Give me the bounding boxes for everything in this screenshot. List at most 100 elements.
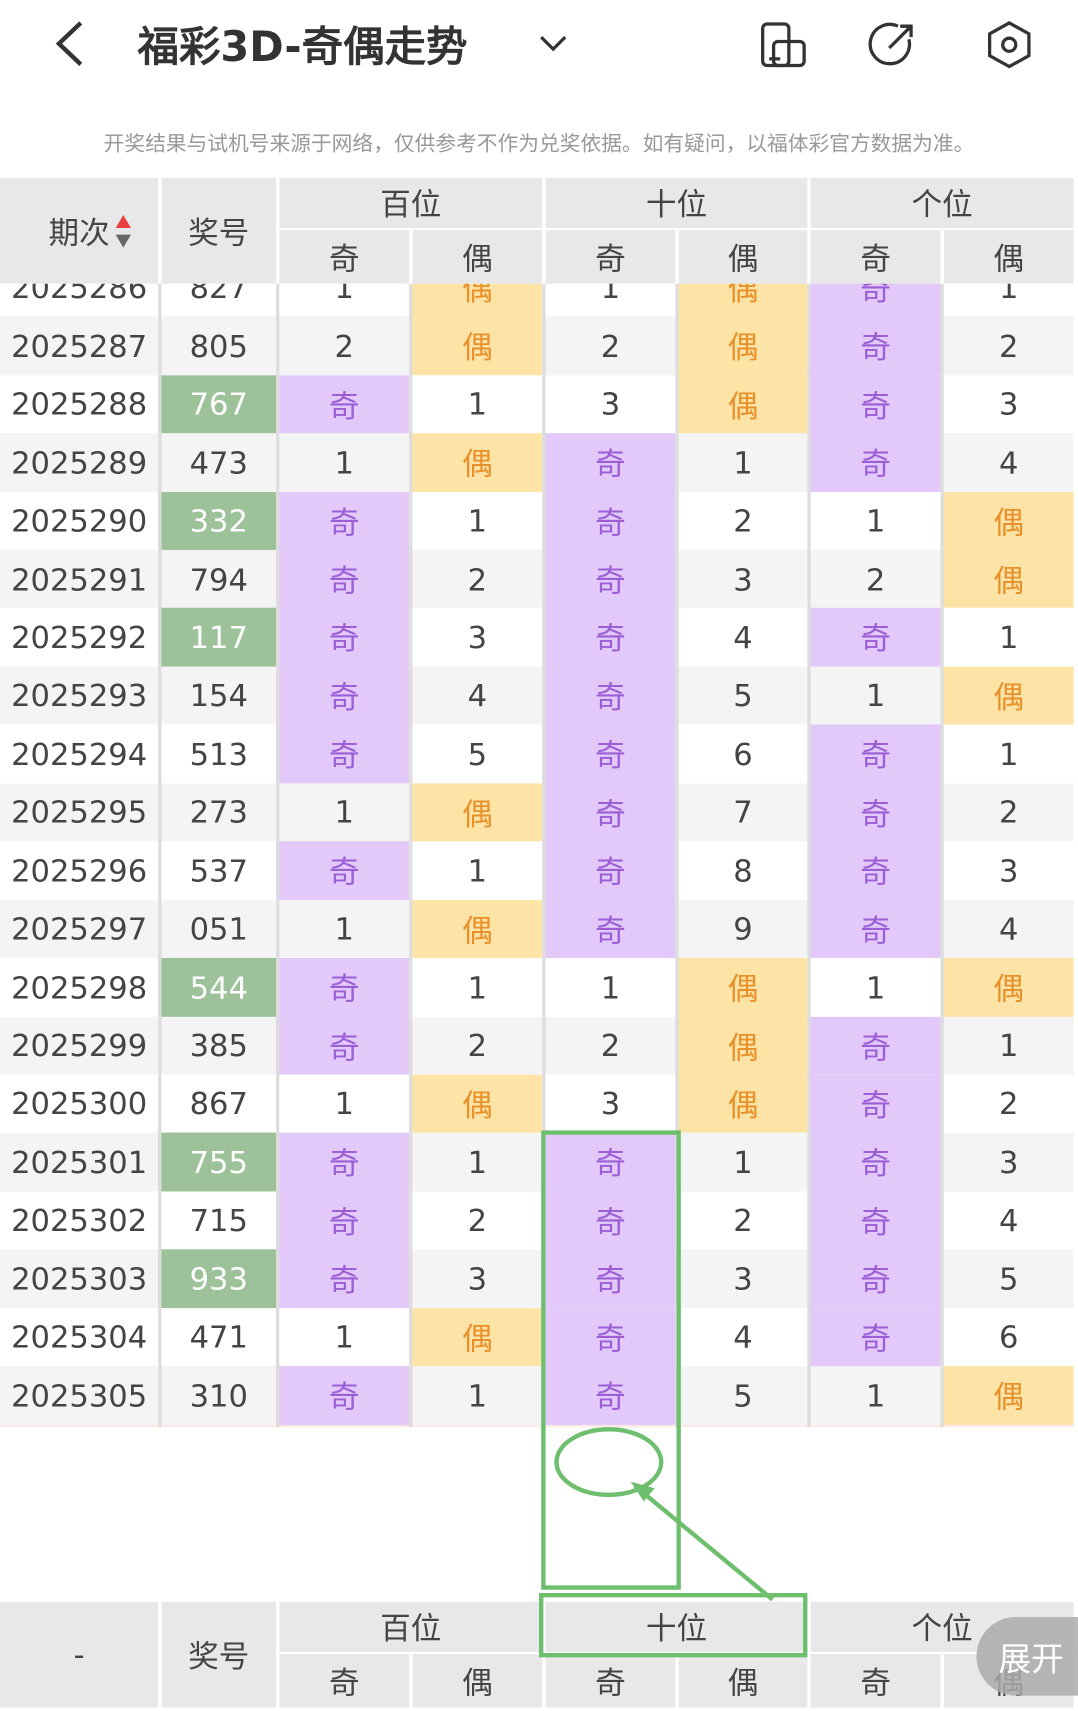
sub-header: 奇 — [807, 230, 941, 284]
odd-cell: 奇 — [276, 375, 410, 434]
pick-cell[interactable]: 奇 — [276, 1424, 410, 1428]
number-cell: 051 — [158, 899, 277, 959]
miss-count-cell: 1 — [940, 724, 1074, 784]
group-header: 个位 — [807, 177, 1074, 231]
pick-cell[interactable]: 偶 — [940, 1424, 1074, 1428]
period-cell: 2025302 — [0, 1191, 159, 1251]
odd-cell: 奇 — [807, 841, 941, 901]
miss-count-cell: 1 — [807, 666, 941, 726]
pick-cell[interactable]: 奇 — [542, 1424, 676, 1428]
odd-cell: 奇 — [807, 1016, 941, 1076]
odd-cell: 奇 — [807, 1074, 941, 1134]
odd-cell: 奇 — [542, 1249, 676, 1309]
sub-header: 奇 — [276, 1654, 410, 1708]
number-cell: 332 — [158, 491, 277, 551]
miss-count-cell: 2 — [276, 316, 410, 376]
odd-cell: 奇 — [276, 491, 410, 551]
odd-cell: 奇 — [807, 899, 941, 959]
number-cell: 310 — [158, 1366, 277, 1426]
odd-cell: 奇 — [542, 724, 676, 784]
sub-header: 偶 — [940, 230, 1074, 284]
miss-count-cell: 5 — [675, 666, 808, 726]
number-cell: 513 — [158, 724, 277, 784]
miss-count-cell: 1 — [409, 375, 543, 434]
period-cell: 2025301 — [0, 1133, 159, 1192]
table-body: 2025286 827 1 偶 1 偶奇 1 2025287 805 2 偶 2 偶奇 2 2025288 7… — [0, 283, 1078, 1428]
miss-count-cell: 3 — [542, 1074, 676, 1134]
back-button[interactable] — [44, 16, 99, 71]
odd-cell: 奇 — [807, 783, 941, 843]
miss-count-cell: 1 — [276, 1307, 410, 1367]
miss-count-cell: 3 — [409, 608, 543, 668]
odd-cell: 奇 — [276, 608, 410, 668]
miss-count-cell: 5 — [675, 1366, 808, 1426]
odd-cell: 奇 — [807, 433, 941, 493]
odd-cell: 奇 — [542, 899, 676, 959]
odd-cell: 奇 — [807, 375, 941, 434]
number-cell: 471 — [158, 1307, 277, 1367]
miss-count-cell: 1 — [542, 958, 676, 1017]
miss-count-cell: 1 — [940, 608, 1074, 668]
odd-cell: 奇 — [542, 1366, 676, 1426]
miss-count-cell: 4 — [675, 1307, 808, 1367]
even-cell: 偶 — [940, 958, 1074, 1017]
odd-cell: 奇 — [542, 549, 676, 609]
miss-count-cell: 1 — [807, 491, 941, 551]
odd-cell: 奇 — [276, 1191, 410, 1251]
miss-count-cell: 3 — [940, 841, 1074, 901]
odd-cell: 奇 — [542, 608, 676, 668]
period-cell: 2025289 — [0, 433, 159, 493]
even-cell: 偶 — [940, 666, 1074, 726]
settings-icon[interactable] — [984, 20, 1034, 70]
period-cell: 2025303 — [0, 1249, 159, 1309]
group-header: 十位 — [542, 1601, 808, 1655]
group-header: 十位 — [542, 177, 808, 231]
even-cell: 偶 — [675, 1074, 808, 1134]
even-cell: 偶 — [940, 491, 1074, 551]
number-cell: 755 — [158, 1133, 277, 1192]
even-cell: 偶 — [409, 783, 543, 843]
period-cell: 2025298 — [0, 958, 159, 1017]
odd-cell: 奇 — [542, 1307, 676, 1367]
page-title[interactable]: 福彩3D-奇偶走势 — [137, 22, 468, 71]
number-cell: 537 — [158, 841, 277, 901]
odd-cell: 奇 — [807, 724, 941, 784]
number-cell: 867 — [158, 1074, 277, 1134]
pick-cell[interactable]: 偶 — [409, 1424, 543, 1428]
miss-count-cell: 3 — [940, 1133, 1074, 1192]
odd-cell: 奇 — [807, 316, 941, 376]
sub-header: 偶 — [675, 1654, 808, 1708]
expand-button[interactable]: 展开 — [976, 1617, 1078, 1696]
pick-cell[interactable]: 奇 — [807, 1424, 941, 1428]
sub-header: 偶 — [409, 230, 543, 284]
period-cell: 2025296 — [0, 841, 159, 901]
sort-icon[interactable] — [113, 214, 133, 249]
even-cell: 偶 — [675, 1016, 808, 1076]
sub-header: 奇 — [542, 1654, 676, 1708]
odd-cell: 奇 — [807, 1133, 941, 1192]
period-cell: 2025304 — [0, 1307, 159, 1367]
even-cell: 偶 — [675, 375, 808, 434]
number-cell: 827 — [158, 283, 277, 318]
miss-count-cell: 8 — [675, 841, 808, 901]
number-cell: 544 — [158, 958, 277, 1017]
number-cell: 715 — [158, 1191, 277, 1251]
header-cell: 期次 — [0, 177, 159, 284]
odd-cell: 奇 — [807, 1307, 941, 1367]
layout-icon[interactable] — [758, 20, 808, 70]
pick-cell[interactable]: 偶 — [675, 1424, 808, 1428]
even-cell: 偶 — [409, 899, 543, 959]
sub-header: 偶 — [675, 230, 808, 284]
dropdown-icon[interactable] — [535, 28, 572, 61]
miss-count-cell: 2 — [807, 549, 941, 609]
miss-count-cell: 6 — [940, 1307, 1074, 1367]
miss-count-cell: 3 — [675, 1249, 808, 1309]
pick-row-label[interactable]: 选号 — [0, 1424, 159, 1428]
miss-count-cell: 1 — [409, 1133, 543, 1192]
period-cell: 2025287 — [0, 316, 159, 376]
even-cell: 偶 — [409, 1074, 543, 1134]
period-cell: 2025288 — [0, 375, 159, 434]
share-icon[interactable] — [867, 20, 917, 70]
miss-count-cell: 6 — [675, 724, 808, 784]
